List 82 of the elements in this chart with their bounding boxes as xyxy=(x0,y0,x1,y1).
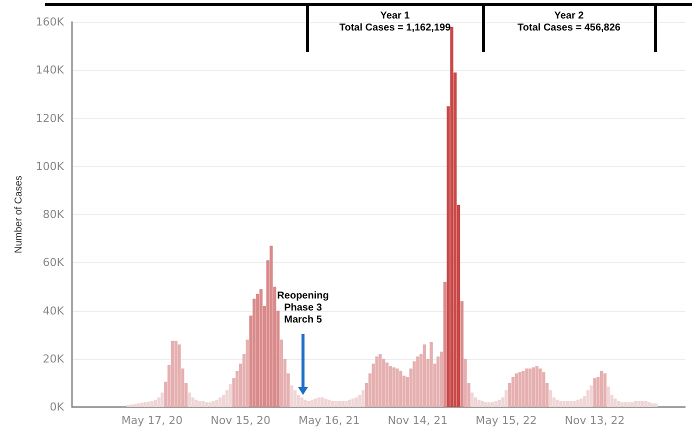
bar xyxy=(464,358,467,407)
bar xyxy=(440,352,444,407)
y-tick-label: 40K xyxy=(42,304,65,318)
bar xyxy=(310,400,314,407)
bar xyxy=(603,373,607,407)
bar xyxy=(375,356,378,407)
bar xyxy=(160,392,164,407)
bar xyxy=(354,397,358,407)
bar xyxy=(228,384,232,407)
bar xyxy=(528,368,532,407)
bar xyxy=(511,376,515,407)
bar xyxy=(606,386,610,407)
annotation: Year 1 Total Cases = 1,162,199 xyxy=(339,10,452,34)
bar xyxy=(600,370,604,407)
bar xyxy=(518,372,522,407)
y-tick-label: 160K xyxy=(36,16,65,28)
bar xyxy=(290,385,294,407)
bar xyxy=(450,26,454,407)
bar xyxy=(477,400,481,407)
bar xyxy=(498,400,501,407)
bar xyxy=(218,397,222,407)
y-tick-label: 20K xyxy=(42,352,65,366)
annotation: Year 2 Total Cases = 456,826 xyxy=(518,10,621,34)
bar xyxy=(430,342,433,407)
y-tick-label: 60K xyxy=(42,256,65,270)
y-tick-label: 120K xyxy=(36,112,65,125)
bar xyxy=(535,366,538,407)
bar xyxy=(470,392,474,407)
bar xyxy=(514,373,518,407)
bar xyxy=(648,402,651,407)
x-tick-label: May 15, 22 xyxy=(476,414,537,427)
x-tick-label: Nov 13, 22 xyxy=(564,414,625,427)
bar xyxy=(617,400,620,407)
bar xyxy=(378,354,382,407)
bar xyxy=(328,400,331,407)
bar xyxy=(590,385,593,407)
bar xyxy=(399,370,402,407)
bar xyxy=(614,398,617,407)
bar xyxy=(548,390,552,407)
bar xyxy=(504,390,508,407)
bar xyxy=(532,367,536,407)
bar xyxy=(348,400,352,407)
bar xyxy=(304,400,307,407)
bar xyxy=(525,368,528,407)
y-tick-label: 140K xyxy=(36,64,65,77)
bar xyxy=(188,392,192,407)
bar xyxy=(460,301,464,407)
bar xyxy=(443,282,446,407)
y-tick-label: 100K xyxy=(36,160,65,173)
bar xyxy=(154,400,158,407)
bar xyxy=(396,368,399,407)
bar xyxy=(392,367,396,407)
bar xyxy=(270,246,273,407)
bar xyxy=(556,400,559,407)
bar xyxy=(300,397,304,407)
x-tick-label: Nov 14, 21 xyxy=(388,414,448,427)
bar xyxy=(133,404,137,407)
x-tick-label: Nov 15, 20 xyxy=(210,414,271,427)
bar xyxy=(280,340,284,407)
bar xyxy=(215,400,218,407)
bar xyxy=(422,344,426,407)
x-tick-label: May 17, 20 xyxy=(121,414,183,427)
bar xyxy=(385,362,389,407)
bar xyxy=(194,400,198,407)
bar xyxy=(259,289,263,407)
bar xyxy=(580,398,583,407)
x-tick-label: May 16, 21 xyxy=(298,414,360,427)
bar xyxy=(576,400,580,407)
bar xyxy=(174,340,178,407)
bar xyxy=(593,378,596,407)
bar xyxy=(654,403,658,407)
y-axis-title: Number of Cases xyxy=(14,176,24,254)
bar xyxy=(362,390,365,407)
bar xyxy=(246,340,249,407)
y-tick-label: 80K xyxy=(42,208,65,221)
y-tick-label: 0K xyxy=(50,400,65,414)
bar xyxy=(388,366,392,407)
bar xyxy=(416,356,420,407)
bar xyxy=(542,372,546,407)
bar xyxy=(170,340,174,407)
annotation: Reopening Phase 3 March 5 xyxy=(277,290,329,326)
bar xyxy=(178,344,181,407)
